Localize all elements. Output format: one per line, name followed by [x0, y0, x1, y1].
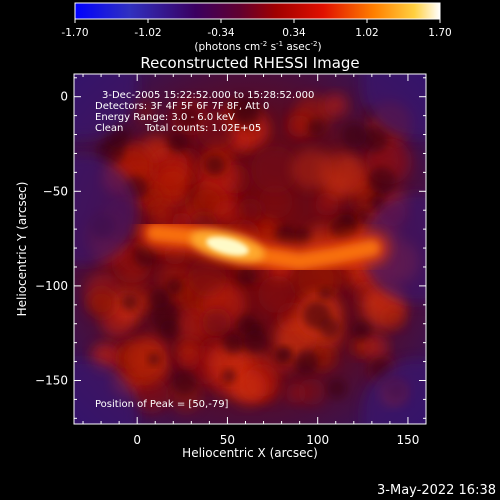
- vignette: [74, 155, 139, 266]
- colorbar-tick-label: 1.70: [428, 27, 451, 39]
- colorbar-unit-label: (photons cm-2 s-1 asec-2): [194, 40, 321, 53]
- emission-void: [222, 334, 243, 354]
- colorbar: -1.70 -1.02 -0.34 0.34 1.02 1.70 (photons cm-…: [61, 2, 452, 53]
- emission-void: [327, 378, 347, 399]
- emission-blob: [213, 199, 241, 227]
- heatmap-emission: [74, 74, 426, 424]
- emission-blob: [362, 333, 388, 360]
- annotation-total-counts: Total counts: 1.02E+05: [144, 123, 261, 134]
- x-axis: 0 50 100 150: [82, 74, 427, 447]
- emission-void: [205, 155, 225, 175]
- emission-void: [307, 118, 326, 136]
- emission-blob: [196, 110, 236, 150]
- emission-blob: [258, 184, 293, 219]
- colorbar-tick-label: -0.34: [207, 27, 234, 39]
- emission-void: [149, 288, 170, 309]
- chart-title: Reconstructed RHESSI Image: [140, 54, 359, 72]
- y-axis: 0 −50 −100 −150: [35, 77, 426, 419]
- emission-blob: [188, 258, 227, 297]
- vignette: [361, 193, 426, 304]
- emission-blob: [238, 198, 263, 223]
- y-tick-label: −100: [35, 279, 68, 293]
- y-tick-label: 0: [60, 90, 68, 104]
- emission-void: [294, 228, 311, 245]
- emission-blob: [291, 148, 333, 190]
- emission-void: [168, 132, 189, 153]
- colorbar-ticks: -1.70 -1.02 -0.34 0.34 1.02 1.70: [61, 19, 452, 39]
- emission-blob: [202, 308, 232, 337]
- colorbar-tick-label: -1.02: [134, 27, 161, 39]
- vignette: [74, 359, 139, 424]
- emission-void: [275, 226, 296, 246]
- emission-peak: [190, 229, 265, 263]
- emission-void: [166, 278, 183, 295]
- emission-void: [341, 122, 367, 148]
- emission-void: [318, 287, 332, 300]
- emission-void: [319, 317, 340, 338]
- emission-blob: [175, 307, 211, 342]
- x-tick-label: 0: [133, 433, 141, 447]
- emission-blob: [258, 275, 296, 314]
- annotation-peak-position: Position of Peak = [50,-79]: [95, 399, 229, 410]
- annotations: 3-Dec-2005 15:22:52.000 to 15:28:52.000 …: [95, 90, 314, 410]
- emission-void: [222, 369, 236, 383]
- annotation-detectors: Detectors: 3F 4F 5F 6F 7F 8F, Att 0: [95, 101, 269, 112]
- emission-blob: [383, 307, 405, 329]
- emission-blob: [131, 376, 169, 415]
- emission-void: [356, 210, 371, 225]
- y-axis-label: Heliocentric Y (arcsec): [15, 182, 29, 317]
- emission-blob: [285, 383, 307, 404]
- emission-void: [172, 369, 197, 395]
- emission-void: [370, 195, 385, 210]
- annotation-energy: Energy Range: 3.0 - 6.0 keV: [95, 112, 235, 123]
- emission-blob: [133, 287, 157, 311]
- colorbar-gradient: [74, 2, 441, 20]
- emission-blob: [324, 93, 348, 117]
- heatmap-image: [74, 74, 426, 424]
- emission-void: [234, 102, 261, 129]
- emission-blob: [255, 217, 279, 242]
- plot-frame: [73, 73, 427, 425]
- emission-void: [244, 329, 267, 352]
- emission-blob: [176, 337, 200, 362]
- x-tick-label: 50: [220, 433, 235, 447]
- emission-void: [331, 214, 359, 242]
- vignette: [74, 74, 139, 139]
- emission-blob: [230, 369, 267, 405]
- emission-blob: [87, 288, 117, 318]
- y-tick-label: −50: [43, 184, 68, 198]
- colorbar-tick-label: 1.02: [355, 27, 378, 39]
- emission-void: [236, 265, 257, 286]
- emission-void: [274, 347, 291, 364]
- colorbar-tick-label: -1.70: [61, 27, 88, 39]
- y-tick-label: −150: [35, 373, 68, 387]
- emission-void: [121, 294, 138, 311]
- x-tick-label: 150: [396, 433, 419, 447]
- vignette: [361, 74, 426, 139]
- emission-void: [368, 166, 396, 194]
- emission-void: [362, 127, 389, 153]
- emission-blob: [251, 145, 299, 194]
- x-tick-label: 100: [306, 433, 329, 447]
- colorbar-tick-label: 0.34: [282, 27, 306, 39]
- vignette: [361, 359, 426, 424]
- peak-center: [206, 236, 249, 256]
- annotation-clean: Clean: [95, 123, 123, 134]
- emission-void: [147, 353, 161, 366]
- emission-void: [160, 319, 179, 339]
- annotation-time-range: 3-Dec-2005 15:22:52.000 to 15:28:52.000: [102, 90, 314, 101]
- emission-void: [176, 104, 201, 130]
- emission-void: [107, 125, 131, 148]
- emission-void: [294, 349, 319, 374]
- emission-void: [134, 244, 157, 268]
- emission-void: [352, 321, 371, 339]
- emission-blob: [133, 99, 156, 122]
- x-axis-label: Heliocentric X (arcsec): [182, 446, 318, 460]
- footer-timestamp: 3-May-2022 16:38: [377, 483, 496, 498]
- emission-blob: [298, 378, 326, 406]
